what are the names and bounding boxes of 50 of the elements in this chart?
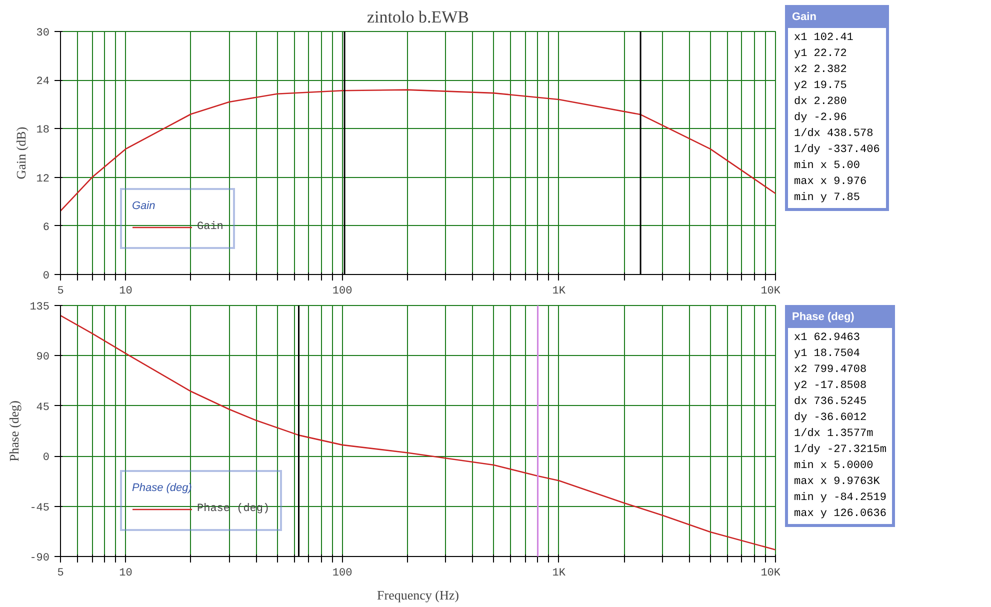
y-axis-title: Gain (dB)	[13, 126, 28, 180]
x-tick-label: 1K	[552, 286, 566, 298]
text: dy -2.96	[794, 112, 847, 124]
y-tick-label: 6	[42, 222, 50, 234]
x-tick-label: 5	[57, 286, 64, 298]
x-tick-label: 5	[57, 568, 64, 580]
y-tick-label: 24	[36, 76, 50, 88]
y-tick-label: 0	[42, 452, 50, 464]
y-tick-label: 90	[36, 352, 50, 364]
text: 1/dx 438.578	[794, 128, 874, 140]
text: dy -36.6012	[794, 412, 867, 424]
text: x1 62.9463	[794, 332, 860, 344]
text: x1 102.41	[794, 32, 854, 44]
text: dx 2.280	[794, 96, 847, 108]
y-tick-label: -90	[30, 552, 50, 564]
text: y1 18.7504	[794, 348, 860, 360]
y-tick-label: 30	[36, 28, 50, 40]
x-tick-label: 10	[119, 286, 132, 298]
text: 1/dy -27.3215m	[794, 444, 886, 456]
text: min y 7.85	[794, 192, 860, 204]
y-tick-label: 12	[36, 173, 50, 186]
text: x2 2.382	[794, 64, 847, 76]
y-tick-label: 0	[42, 270, 50, 282]
text: x2 799.4708	[794, 364, 867, 376]
x-tick-label: 100	[332, 286, 352, 298]
y-axis-title: Phase (deg)	[6, 400, 22, 462]
text: dx 736.5245	[794, 396, 867, 408]
text: min x 5.0000	[794, 460, 874, 472]
text: y2 19.75	[794, 80, 847, 92]
text: min y -84.2519	[794, 492, 886, 504]
legend-title: Gain	[132, 200, 156, 212]
text: 1/dy -337.406	[794, 144, 880, 156]
text: Phase (deg)	[788, 308, 892, 328]
x-tick-label: 100	[332, 568, 352, 580]
chart-title: zintolo b.EWB	[367, 8, 469, 26]
y-tick-label: 45	[36, 402, 50, 414]
text: 1/dx 1.3577m	[794, 428, 874, 440]
y-tick-label: 135	[30, 302, 50, 314]
x-tick-label: 10	[119, 568, 132, 580]
y-tick-label: -45	[30, 502, 50, 514]
text: max x 9.9763K	[794, 476, 880, 488]
text: min x 5.00	[794, 160, 860, 172]
text: max y 126.0636	[794, 508, 886, 520]
x-axis-title: Frequency (Hz)	[377, 588, 459, 602]
y-tick-label: 18	[36, 124, 50, 137]
text: Gain	[788, 8, 886, 28]
text: max x 9.976	[794, 176, 867, 188]
text: y1 22.72	[794, 48, 847, 60]
x-tick-label: 1K	[552, 568, 566, 580]
text: y2 -17.8508	[794, 380, 867, 392]
